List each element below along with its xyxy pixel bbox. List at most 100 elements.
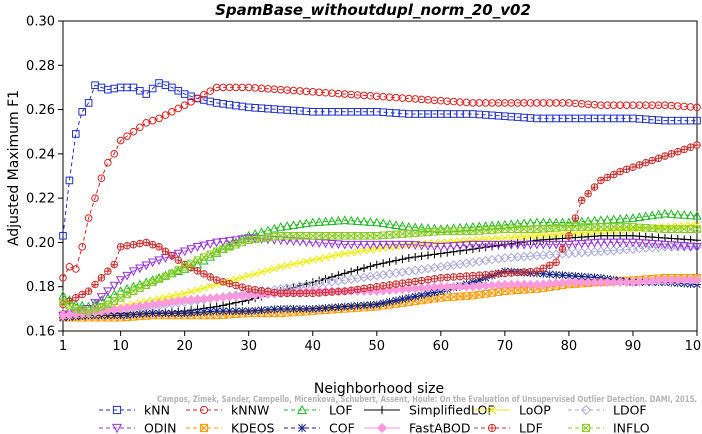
series-knnw <box>59 83 701 282</box>
data-point <box>437 274 445 282</box>
data-point <box>322 289 329 296</box>
data-point <box>578 197 586 204</box>
data-point <box>72 265 80 273</box>
data-point <box>608 277 619 288</box>
data-point <box>379 299 388 307</box>
data-point <box>353 301 362 310</box>
data-point <box>257 306 266 315</box>
data-point <box>604 174 611 181</box>
data-point <box>552 270 561 279</box>
y-tick-label: 0.22 <box>26 192 55 207</box>
data-point <box>615 214 625 223</box>
x-tick-label: 50 <box>369 339 386 354</box>
data-point <box>570 240 581 250</box>
data-point <box>475 236 483 244</box>
data-point <box>519 240 529 250</box>
data-point <box>103 311 112 320</box>
data-point <box>557 217 568 227</box>
data-point <box>487 240 497 250</box>
data-point <box>397 240 408 250</box>
data-point <box>328 288 336 296</box>
data-point <box>148 278 157 287</box>
data-point <box>271 289 278 296</box>
data-point <box>335 288 342 295</box>
series-line <box>62 237 698 316</box>
data-point <box>488 271 496 278</box>
data-point <box>301 218 312 228</box>
data-point <box>218 237 228 247</box>
data-point <box>173 249 184 259</box>
data-point <box>538 240 549 250</box>
data-point <box>219 307 228 315</box>
data-point <box>621 238 632 248</box>
data-point <box>128 281 139 291</box>
data-point <box>589 239 600 248</box>
data-point <box>199 241 209 251</box>
data-point <box>123 290 131 299</box>
data-point <box>296 259 304 267</box>
data-point <box>200 253 208 261</box>
data-point <box>623 166 630 173</box>
data-point <box>693 225 701 233</box>
data-point <box>621 213 632 223</box>
data-point <box>155 243 163 251</box>
data-point <box>693 103 701 112</box>
data-point <box>417 291 426 300</box>
data-point <box>448 242 459 251</box>
data-point <box>436 281 446 292</box>
data-point <box>405 278 413 286</box>
data-point <box>179 247 190 257</box>
data-point <box>520 268 528 276</box>
data-point <box>180 309 189 318</box>
data-point <box>346 240 356 250</box>
data-point <box>206 87 215 95</box>
data-point <box>424 276 432 283</box>
data-point <box>109 281 119 291</box>
data-point <box>232 307 240 315</box>
data-point <box>655 154 662 162</box>
data-point <box>347 248 355 257</box>
data-point <box>660 240 670 250</box>
data-point <box>482 271 489 279</box>
data-point <box>239 283 246 291</box>
data-point <box>238 307 247 315</box>
data-point <box>212 307 221 315</box>
data-point <box>359 216 369 226</box>
data-point <box>288 237 299 247</box>
data-point <box>296 404 308 415</box>
data-point <box>384 240 395 250</box>
data-point <box>353 248 362 256</box>
data-point <box>507 269 515 277</box>
y-tick-label: 0.20 <box>26 236 55 251</box>
data-point <box>616 168 624 175</box>
data-point <box>539 231 547 239</box>
data-point <box>193 286 202 294</box>
data-point <box>391 240 401 250</box>
data-point <box>162 247 169 255</box>
data-point <box>226 280 233 287</box>
data-point <box>155 114 163 123</box>
data-point <box>512 279 523 290</box>
data-point <box>282 221 292 230</box>
data-point <box>116 136 125 145</box>
data-point <box>404 293 413 302</box>
data-point <box>211 238 222 248</box>
data-point <box>251 270 259 278</box>
data-point <box>506 279 517 290</box>
data-point <box>200 270 208 278</box>
data-point <box>416 222 427 232</box>
data-point <box>213 276 220 284</box>
data-point <box>251 286 259 294</box>
data-point <box>231 236 241 246</box>
data-point <box>147 258 158 268</box>
data-point <box>366 246 375 254</box>
data-point <box>668 150 675 158</box>
data-point <box>78 243 87 251</box>
data-point <box>404 253 413 262</box>
data-point <box>580 404 592 416</box>
data-point <box>474 240 485 250</box>
data-point <box>552 259 560 266</box>
data-point <box>367 284 374 291</box>
legend-label: COF <box>329 421 355 434</box>
data-point <box>693 116 701 125</box>
